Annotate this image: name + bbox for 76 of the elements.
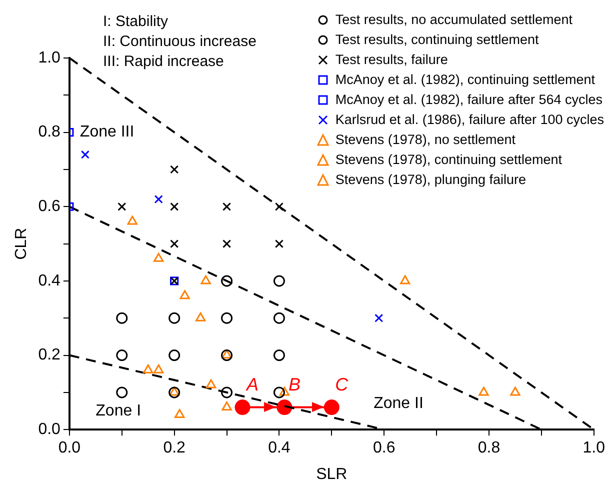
- annotation: B: [288, 374, 300, 394]
- point: [510, 386, 520, 396]
- point: [274, 202, 284, 211]
- legend-label: Stevens (1978), continuing settlement: [335, 151, 562, 169]
- point: [200, 275, 211, 284]
- point: [168, 312, 180, 324]
- point: [273, 350, 285, 362]
- point: [116, 312, 128, 324]
- point: [324, 400, 340, 416]
- point: [195, 312, 206, 322]
- x-tick-label: 0.6: [372, 440, 396, 457]
- y-tick-label: 0.0: [38, 421, 61, 438]
- y-tick-label: 0.4: [38, 272, 61, 290]
- point: [118, 202, 126, 211]
- point: [274, 240, 284, 248]
- point: [273, 312, 285, 324]
- annotation: III: Rapid increase: [103, 53, 224, 70]
- annotation: Zone III: [80, 124, 134, 141]
- legend-label: McAnoy et al. (1982), failure after 564 cycles: [335, 91, 602, 109]
- legend-label: Test results, continuing settlement: [335, 31, 539, 49]
- point: [222, 402, 232, 411]
- y-tick-label: 0.6: [38, 198, 61, 216]
- point: [154, 252, 164, 262]
- y-tick-label: 0.8: [38, 124, 61, 141]
- point: [168, 386, 180, 398]
- text: I: Stability: [103, 13, 169, 30]
- point: [222, 350, 232, 359]
- point: [273, 275, 285, 287]
- point: [116, 386, 128, 398]
- point: [127, 216, 138, 225]
- point: [143, 364, 154, 374]
- annotation: Zone I: [96, 402, 142, 420]
- legend-label: McAnoy et al. (1982), continuing settlement: [335, 71, 595, 89]
- point: [222, 202, 232, 211]
- y-tick-label: 1.0: [38, 49, 61, 66]
- point: [169, 386, 180, 396]
- point: [116, 350, 128, 362]
- x-tick-label: 0.4: [268, 440, 290, 457]
- annotation: C: [335, 374, 350, 394]
- point: [80, 150, 90, 159]
- point: [276, 400, 292, 416]
- annotation: A: [246, 374, 259, 394]
- point: [221, 350, 233, 362]
- point: [180, 290, 190, 300]
- x-tick-label: 1.0: [582, 440, 606, 457]
- point: [222, 240, 232, 248]
- x-tick-label: 0.2: [163, 440, 186, 457]
- point: [170, 165, 179, 174]
- point: [478, 386, 489, 396]
- point: [174, 408, 185, 418]
- legend-label: Stevens (1978), no settlement: [335, 131, 516, 149]
- point: [221, 312, 233, 324]
- point: [221, 275, 233, 287]
- y-tick-label: 0.2: [38, 346, 61, 364]
- x-tick-label: 0.8: [478, 440, 500, 457]
- point: [206, 379, 216, 388]
- annotation: Zone II: [374, 394, 424, 412]
- text: II: Continuous increase: [103, 33, 256, 50]
- point: [273, 386, 285, 398]
- x-tick-label: 0.0: [58, 440, 81, 457]
- y-axis-title: CLR: [13, 228, 30, 260]
- x-axis-title: SLR: [316, 466, 348, 483]
- legend-label: Test results, no accumulated settlement: [335, 11, 572, 29]
- point: [170, 240, 179, 248]
- legend-label: Stevens (1978), plunging failure: [335, 171, 526, 189]
- point: [234, 400, 250, 416]
- point: [170, 202, 179, 211]
- point: [400, 275, 410, 284]
- point: [154, 194, 163, 204]
- point: [279, 386, 290, 396]
- point: [168, 350, 180, 362]
- legend-label: Karlsrud et al. (1986), failure after 100 cycles: [335, 111, 604, 129]
- legend-label: Test results, failure: [335, 51, 448, 69]
- point: [374, 314, 384, 322]
- point: [221, 386, 233, 398]
- point: [154, 364, 164, 374]
